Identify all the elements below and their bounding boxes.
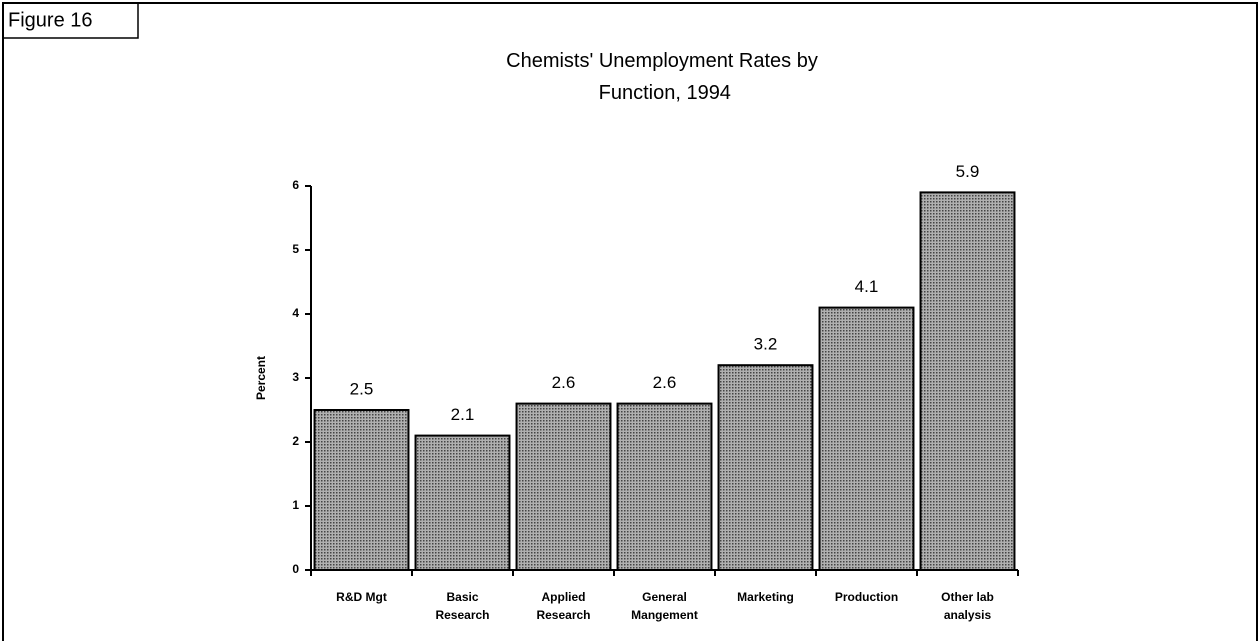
bar: [717, 364, 814, 572]
x-tick-label: Production: [834, 590, 899, 604]
y-axis-label: Percent: [254, 356, 268, 400]
y-tick-label: 4: [292, 306, 299, 320]
value-label: 5.9: [956, 162, 980, 181]
x-tick-label: General Mangement: [631, 590, 698, 622]
label-box: [3, 3, 139, 39]
value-label: 4.1: [855, 277, 879, 296]
bar: [919, 191, 1016, 571]
chart-title: Chemists' Unemployment Rates by Function…: [506, 50, 818, 104]
y-tick-label: 0: [292, 562, 299, 576]
x-tick-label: Other lab analysis: [941, 590, 994, 622]
bar: [313, 409, 410, 571]
y-tick-label: 2: [292, 434, 299, 448]
y-tick-label: 5: [292, 242, 299, 256]
value-label: 2.6: [653, 373, 677, 392]
y-tick-label: 3: [292, 370, 299, 384]
value-label: 3.2: [754, 335, 778, 354]
value-label: 2.5: [350, 379, 374, 398]
bar: [414, 434, 511, 571]
x-tick-label: R&D Mgt: [336, 590, 387, 604]
bar: [515, 402, 612, 571]
bar: [616, 402, 713, 571]
figure-label: Figure 16: [8, 9, 93, 31]
value-label: 2.6: [552, 373, 576, 392]
x-tick-label: Marketing: [737, 590, 794, 604]
x-tick-label: Basic Research: [435, 590, 490, 622]
value-label: 2.1: [451, 405, 475, 424]
bar: [818, 306, 915, 571]
y-tick-label: 1: [292, 498, 299, 512]
x-tick-label: Applied Research: [536, 590, 591, 622]
y-tick-label: 6: [292, 178, 299, 192]
